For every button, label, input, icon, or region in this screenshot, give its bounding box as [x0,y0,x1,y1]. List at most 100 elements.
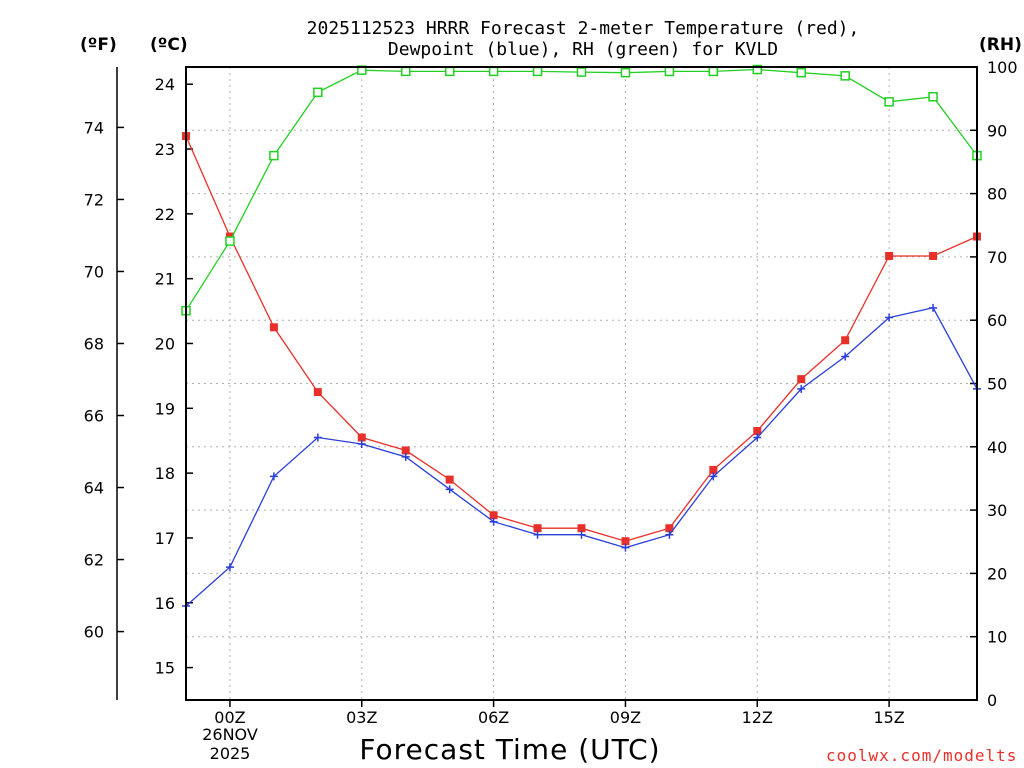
temperature-point [445,475,454,484]
celsius-tick-label: 24 [155,75,175,94]
dewpoint-point [665,530,674,539]
celsius-tick-label: 18 [155,464,175,483]
rh-tick-label: 100 [987,58,1018,77]
date-year-label: 2025 [209,744,251,763]
x-tick-label: 03Z [346,708,377,727]
rh-unit-label: (RH) [979,35,1022,55]
rh-point [488,66,499,77]
temperature-point [401,446,410,455]
temperature-point [885,251,894,260]
rh-tick-label: 90 [987,121,1007,140]
series-layer [181,64,982,611]
rh-tick-label: 40 [987,438,1007,457]
credit-label: coolwx.com/modelts [826,746,1018,765]
axis-layer: 00Z 03Z 06Z 09Z 12Z 15Z 0 10 20 30 40 50 60 70 80 90 100… [84,58,1018,727]
rh-point [532,66,543,77]
rh-tick-label: 50 [987,375,1007,394]
rh-point [664,66,675,77]
rh-point [708,66,719,77]
dewpoint-point [885,313,894,322]
temperature-point [621,537,630,546]
celsius-tick-label: 20 [155,334,175,353]
temperature-point [709,465,718,474]
rh-point [884,97,894,107]
dewpoint-point [577,530,586,539]
dewpoint-point [533,530,542,539]
temperature-line [185,135,978,542]
x-tick-label: 09Z [610,708,641,727]
celsius-tick-label: 15 [155,659,175,678]
rh-tick-label: 20 [987,564,1007,583]
chart-title: 2025112523 HRRR Forecast 2-meter Tempera… [306,18,860,39]
rh-point [576,67,587,77]
dewpoint-point [709,472,718,481]
dewpoint-point [269,472,278,481]
temperature-point [577,524,586,533]
x-tick-label: 00Z [214,708,245,727]
temperature-point [489,511,498,520]
celsius-tick-label: 21 [155,270,175,289]
fahrenheit-tick-label: 64 [84,479,104,498]
temperature-point [797,375,806,384]
rh-point [796,67,806,78]
temperature-point [929,251,938,260]
rh-tick-label: 70 [987,248,1007,267]
x-tick-label: 06Z [478,708,509,727]
fahrenheit-unit-label: (ºF) [80,35,117,55]
temperature-point [665,524,674,533]
rh-point [400,66,411,77]
plot-frame [185,66,978,701]
fahrenheit-tick-label: 68 [84,334,104,353]
temperature-point [753,426,762,435]
x-tick-label: 15Z [873,708,904,727]
rh-point [928,92,938,102]
dewpoint-point [621,543,630,552]
celsius-tick-label: 17 [155,529,175,548]
dewpoint-point [489,517,498,526]
rh-point [752,64,763,75]
rh-point [313,87,323,98]
rh-tick-label: 80 [987,185,1007,204]
fahrenheit-tick-label: 70 [84,262,104,281]
rh-point [840,71,850,81]
temperature-point [313,388,322,397]
rh-tick-label: 10 [987,628,1007,647]
fahrenheit-tick-label: 74 [84,118,104,137]
rh-line [185,68,978,312]
dewpoint-point [357,439,366,448]
dewpoint-point [401,452,410,461]
celsius-tick-label: 16 [155,594,175,613]
dewpoint-point [929,303,938,312]
rh-point [225,236,235,246]
fahrenheit-tick-label: 60 [84,623,104,642]
dewpoint-point [797,384,806,393]
dewpoint-line [185,307,978,607]
fahrenheit-tick-label: 62 [84,551,104,570]
dewpoint-point [841,352,850,361]
temperature-point [269,323,278,332]
dewpoint-point [753,433,762,442]
rh-point [444,66,455,77]
x-tick-label: 12Z [742,708,773,727]
rh-tick-label: 0 [987,691,997,710]
x-axis-title: Forecast Time (UTC) [359,733,661,766]
dewpoint-point [225,563,234,572]
temperature-point [841,336,850,345]
rh-point [269,150,279,161]
rh-tick-label: 60 [987,311,1007,330]
temperature-point [357,433,366,442]
rh-tick-label: 30 [987,501,1007,520]
temperature-point [533,524,542,533]
celsius-tick-label: 19 [155,399,175,418]
grid-layer [186,67,977,700]
dewpoint-point [313,433,322,442]
date-day-label: 26NOV [202,725,258,744]
celsius-unit-label: (ºC) [150,35,188,55]
celsius-tick-label: 22 [155,205,175,224]
fahrenheit-tick-label: 66 [84,407,104,426]
rh-point [620,67,631,78]
chart-subtitle: Dewpoint (blue), RH (green) for KVLD [387,39,779,60]
dewpoint-point [445,485,454,494]
fahrenheit-tick-label: 72 [84,190,104,209]
